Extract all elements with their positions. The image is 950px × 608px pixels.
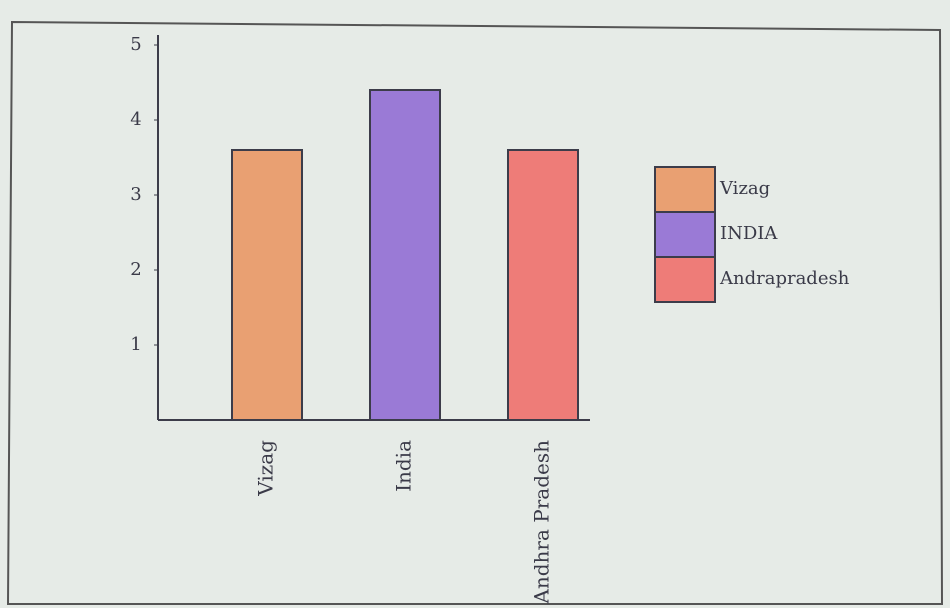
x-tick-label: Vizag (254, 440, 278, 497)
frame (6, 20, 944, 605)
bar (507, 149, 579, 421)
bar (369, 89, 441, 421)
x-tick-label: India (392, 440, 416, 492)
bar (231, 149, 303, 421)
legend-label: INDIA (720, 223, 778, 244)
legend-swatch (654, 211, 716, 258)
legend-label: Andrapradesh (719, 268, 850, 289)
y-tick-label: 3 (130, 184, 141, 205)
y-tick-label: 5 (130, 34, 141, 55)
y-tick-label: 2 (130, 259, 141, 280)
x-tick-label: Andhra Pradesh (530, 440, 554, 605)
y-tick-label: 4 (130, 109, 141, 130)
y-tick-label: 1 (130, 334, 141, 355)
legend-swatch (654, 256, 716, 303)
legend-swatch (654, 166, 716, 213)
legend-label: Vizag (719, 178, 770, 199)
